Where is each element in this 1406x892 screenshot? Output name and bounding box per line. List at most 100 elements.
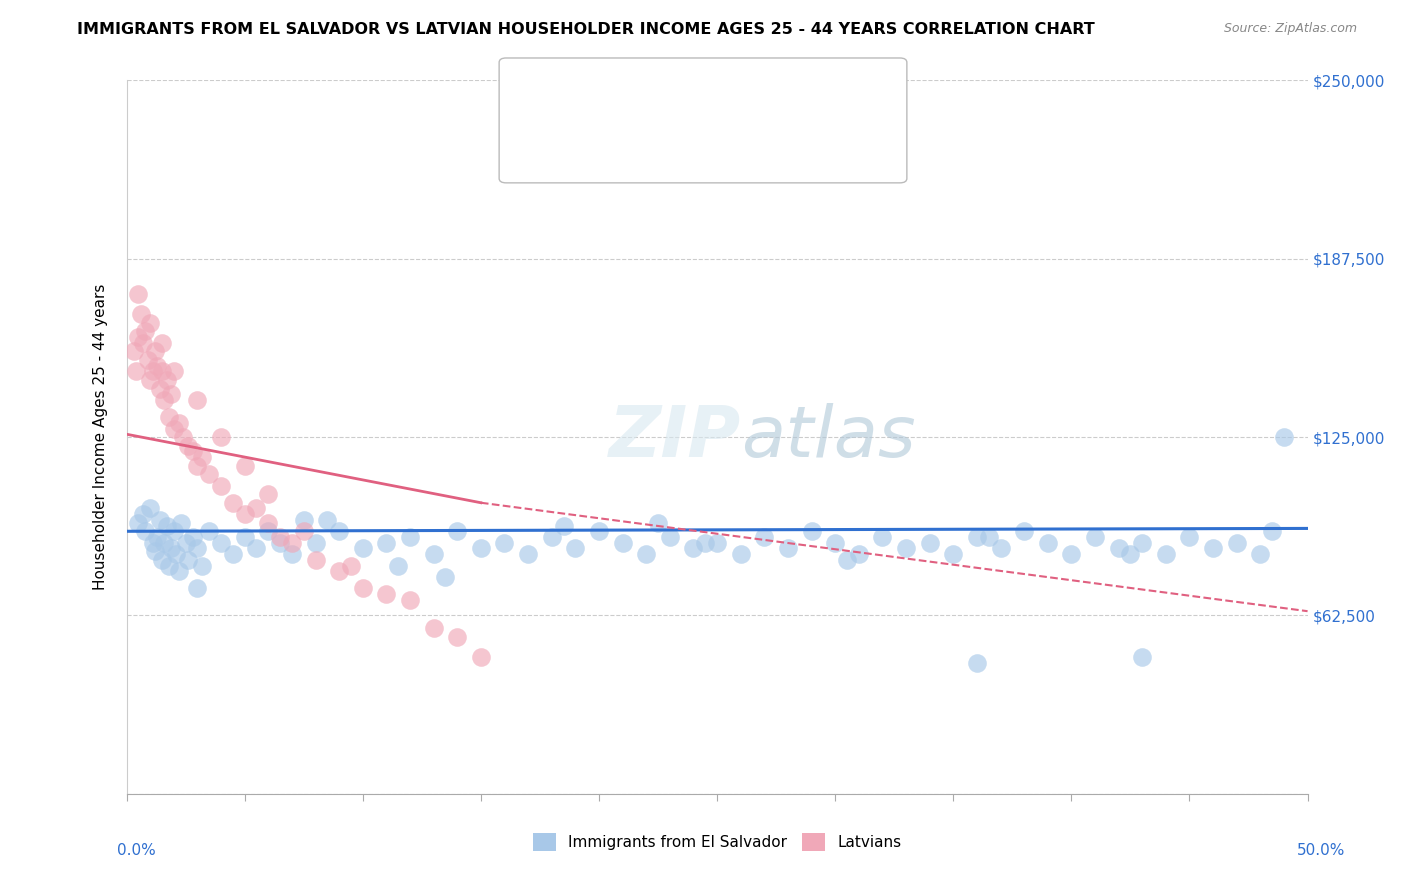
Point — [177, 439, 200, 453]
Point — [269, 535, 291, 549]
Point — [434, 570, 457, 584]
Point — [165, 547, 187, 561]
Point — [150, 364, 173, 378]
Point — [127, 516, 149, 530]
Point — [292, 513, 315, 527]
Point — [647, 516, 669, 530]
Point — [942, 547, 965, 561]
Point — [304, 535, 326, 549]
Point — [149, 382, 172, 396]
Point — [191, 450, 214, 464]
Point — [257, 516, 280, 530]
Point — [153, 535, 176, 549]
Point — [170, 516, 193, 530]
Point — [977, 530, 1000, 544]
Point — [153, 392, 176, 407]
Point — [245, 541, 267, 556]
Point — [146, 530, 169, 544]
Point — [1119, 547, 1142, 561]
Text: IMMIGRANTS FROM EL SALVADOR VS LATVIAN HOUSEHOLDER INCOME AGES 25 - 44 YEARS COR: IMMIGRANTS FROM EL SALVADOR VS LATVIAN H… — [77, 22, 1095, 37]
Point — [328, 524, 350, 539]
Point — [328, 564, 350, 578]
Point — [966, 530, 988, 544]
Point — [1036, 535, 1059, 549]
Point — [1202, 541, 1225, 556]
Point — [143, 344, 166, 359]
Point — [186, 582, 208, 596]
Point — [682, 541, 704, 556]
Point — [191, 558, 214, 573]
Point — [198, 467, 221, 482]
Point — [141, 364, 163, 378]
Point — [800, 524, 823, 539]
Point — [352, 582, 374, 596]
Point — [1226, 535, 1249, 549]
Point — [150, 335, 173, 350]
Point — [156, 518, 179, 533]
Point — [1060, 547, 1083, 561]
Point — [150, 553, 173, 567]
Point — [181, 530, 204, 544]
Point — [186, 392, 208, 407]
Point — [209, 478, 232, 492]
Point — [1272, 430, 1295, 444]
Point — [399, 592, 422, 607]
Point — [181, 444, 204, 458]
Point — [835, 553, 858, 567]
Point — [160, 387, 183, 401]
Point — [136, 353, 159, 368]
Point — [257, 487, 280, 501]
Point — [160, 541, 183, 556]
Point — [177, 553, 200, 567]
Text: 0.0%: 0.0% — [117, 843, 156, 858]
Point — [1108, 541, 1130, 556]
Point — [730, 547, 752, 561]
Point — [198, 524, 221, 539]
Point — [186, 541, 208, 556]
Point — [636, 547, 658, 561]
Point — [1130, 649, 1153, 664]
Point — [222, 496, 245, 510]
Point — [695, 535, 717, 549]
Point — [470, 649, 492, 664]
Point — [143, 544, 166, 558]
Point — [209, 535, 232, 549]
Point — [776, 541, 799, 556]
Point — [446, 524, 468, 539]
Point — [446, 630, 468, 644]
Point — [387, 558, 409, 573]
Point — [157, 410, 180, 425]
Point — [316, 513, 339, 527]
Point — [134, 524, 156, 539]
Legend: Immigrants from El Salvador, Latvians: Immigrants from El Salvador, Latvians — [527, 827, 907, 857]
Point — [174, 535, 197, 549]
Point — [340, 558, 363, 573]
Point — [564, 541, 586, 556]
Point — [1084, 530, 1107, 544]
Point — [422, 547, 444, 561]
Point — [186, 458, 208, 473]
Text: R = -0.062   N = 50: R = -0.062 N = 50 — [562, 145, 713, 159]
Point — [163, 524, 186, 539]
Point — [125, 364, 148, 378]
Point — [470, 541, 492, 556]
Point — [918, 535, 941, 549]
Point — [1178, 530, 1201, 544]
Point — [233, 507, 256, 521]
Point — [1130, 535, 1153, 549]
Point — [141, 535, 163, 549]
Point — [127, 287, 149, 301]
Point — [257, 524, 280, 539]
Point — [754, 530, 776, 544]
Point — [139, 373, 162, 387]
Point — [872, 530, 894, 544]
Point — [172, 430, 194, 444]
Text: 50.0%: 50.0% — [1298, 843, 1346, 858]
Text: R =  0.008   N = 86: R = 0.008 N = 86 — [562, 88, 711, 103]
Point — [163, 364, 186, 378]
Text: atlas: atlas — [741, 402, 915, 472]
Point — [1154, 547, 1177, 561]
Point — [122, 344, 145, 359]
Point — [233, 458, 256, 473]
Point — [146, 359, 169, 373]
